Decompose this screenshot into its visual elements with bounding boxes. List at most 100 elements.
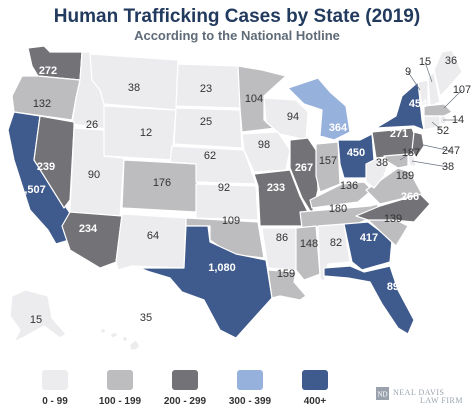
state-value-MT: 38 — [128, 82, 140, 94]
brand-logo: ND NEAL DAVIS LAW FIRM — [376, 387, 463, 405]
legend-swatch-400-plus — [302, 370, 328, 390]
state-value-MD: 187 — [402, 147, 420, 159]
state-value-AR: 86 — [276, 232, 288, 244]
leader-line-MD — [399, 152, 412, 161]
brand-mark-text: ND — [377, 391, 387, 399]
state-NC — [355, 193, 431, 223]
state-value-MI: 364 — [329, 122, 348, 134]
state-value-NV: 239 — [37, 161, 55, 173]
value-labels-layer: 272 132 1,507 26 239 38 12 90 234 176 64 23 25 62 92 10… — [18, 55, 471, 326]
state-HI — [99, 327, 141, 351]
state-value-KY: 136 — [340, 180, 358, 192]
chart-title: Human Trafficking Cases by State (2019) — [54, 6, 420, 27]
state-value-MS: 148 — [300, 238, 318, 250]
state-value-NJ: 247 — [442, 145, 460, 157]
chart-subtitle: According to the National Hotline — [134, 28, 340, 43]
state-value-OR: 132 — [33, 98, 51, 110]
state-value-MA: 107 — [453, 84, 471, 96]
state-value-TX: 1,080 — [208, 262, 236, 274]
state-MA — [423, 103, 453, 117]
state-value-CO: 176 — [153, 177, 171, 189]
state-value-WA: 272 — [39, 65, 57, 77]
leader-line-NH — [424, 61, 433, 83]
state-value-GA: 417 — [360, 232, 378, 244]
state-MS — [295, 225, 321, 281]
brand-sub: LAW FIRM — [420, 396, 463, 405]
state-NY — [375, 81, 425, 131]
state-LA — [267, 269, 307, 301]
legend-label-200-299: 200 - 299 — [164, 396, 207, 407]
state-value-WI: 94 — [287, 111, 299, 123]
state-value-CT: 52 — [437, 125, 449, 137]
state-IN — [315, 141, 341, 193]
state-FL — [323, 265, 415, 335]
state-value-CA: 1,507 — [18, 184, 46, 196]
state-value-NM: 64 — [147, 230, 159, 242]
state-NM — [115, 213, 187, 271]
legend-swatch-0-99 — [42, 370, 68, 390]
state-value-RI: 14 — [452, 114, 464, 126]
state-value-WY: 12 — [140, 127, 152, 139]
legend: 0 - 99 100 - 199 200 - 299 300 - 399 400… — [42, 370, 328, 407]
state-value-AK: 15 — [30, 314, 42, 326]
state-value-ID: 26 — [86, 119, 98, 131]
state-TX — [139, 225, 273, 339]
state-value-PA: 271 — [390, 128, 408, 140]
legend-swatch-300-399 — [237, 370, 263, 390]
state-NH — [427, 71, 441, 107]
state-NJ — [411, 131, 425, 159]
state-value-TN: 180 — [329, 203, 347, 215]
state-AK — [9, 289, 67, 343]
state-ME — [433, 49, 463, 97]
state-value-NH: 15 — [419, 56, 431, 68]
brand-mark-icon — [376, 387, 389, 400]
leader-line-CT — [431, 121, 444, 132]
state-value-MN: 104 — [245, 93, 263, 105]
state-value-UT: 90 — [88, 169, 100, 181]
state-value-VT: 9 — [405, 66, 411, 78]
state-value-NC: 266 — [401, 191, 419, 203]
state-value-SD: 25 — [200, 116, 212, 128]
state-CT — [423, 115, 441, 131]
state-value-OK: 109 — [222, 215, 240, 227]
state-value-FL: 896 — [387, 281, 405, 293]
state-value-VA: 189 — [396, 170, 414, 182]
state-SD — [173, 107, 243, 149]
state-value-IN: 157 — [319, 155, 337, 167]
state-value-ME: 36 — [445, 55, 457, 67]
legend-label-300-399: 300 - 399 — [229, 396, 272, 407]
states-layer — [7, 45, 463, 351]
legend-swatch-200-299 — [172, 370, 198, 390]
leader-line-VT — [407, 71, 421, 91]
state-value-AL: 82 — [330, 237, 342, 249]
leader-line-NJ — [418, 143, 452, 152]
state-value-SC: 139 — [384, 213, 402, 225]
legend-label-100-199: 100 - 199 — [99, 396, 142, 407]
brand-name: NEAL DAVIS — [393, 388, 444, 397]
state-GA — [343, 221, 393, 271]
legend-label-400-plus: 400+ — [304, 396, 327, 407]
state-value-MO: 233 — [267, 182, 285, 194]
state-MI — [287, 77, 351, 141]
state-value-ND: 23 — [200, 83, 212, 95]
state-value-AZ: 234 — [79, 223, 98, 235]
state-KY — [309, 181, 373, 209]
state-MN — [237, 65, 287, 133]
leader-line-MA — [443, 89, 463, 109]
state-value-WV: 38 — [376, 157, 388, 169]
state-value-LA: 159 — [277, 268, 295, 280]
state-value-NE: 62 — [204, 150, 216, 162]
state-value-NY: 454 — [409, 98, 428, 110]
state-value-KS: 92 — [218, 182, 230, 194]
state-KS — [195, 183, 259, 221]
state-value-IA: 98 — [258, 139, 270, 151]
state-MD — [383, 153, 409, 169]
leader-line-DE — [411, 160, 449, 168]
state-AZ — [61, 211, 123, 269]
state-value-IL: 267 — [295, 162, 313, 174]
state-value-OH: 450 — [347, 147, 365, 159]
state-value-DE: 38 — [442, 161, 454, 173]
state-value-HI: 35 — [140, 312, 152, 324]
